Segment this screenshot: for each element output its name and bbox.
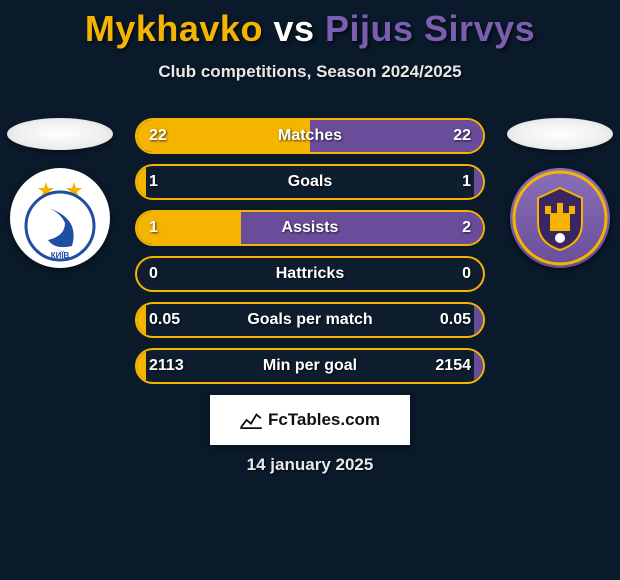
stats-table: 22 Matches 22 1 Goals 1 1 Assists 2 0 Ha… [135,118,485,394]
player2-name: Pijus Sirvys [325,8,535,49]
stat-row: 1 Goals 1 [135,164,485,200]
stat-label: Hattricks [137,258,483,290]
stat-row: 0 Hattricks 0 [135,256,485,292]
stat-label: Goals [137,166,483,198]
comparison-title: Mykhavko vs Pijus Sirvys [0,0,620,50]
svg-text:КИЇВ: КИЇВ [51,251,70,260]
stat-value-right: 2154 [435,350,471,382]
player2-club-badge [510,168,610,268]
stat-label: Goals per match [137,304,483,336]
stat-value-right: 0 [462,258,471,290]
snapshot-date: 14 january 2025 [0,455,620,475]
stat-row: 1 Assists 2 [135,210,485,246]
stat-value-right: 22 [453,120,471,152]
subtitle: Club competitions, Season 2024/2025 [0,62,620,82]
left-player-column: КИЇВ [0,118,120,268]
stat-value-right: 2 [462,212,471,244]
vs-text: vs [273,8,314,49]
player2-avatar-placeholder [507,118,613,150]
stat-label: Assists [137,212,483,244]
watermark-text: FcTables.com [268,410,380,430]
stat-row: 2113 Min per goal 2154 [135,348,485,384]
player1-avatar-placeholder [7,118,113,150]
chart-icon [240,411,262,429]
stat-label: Matches [137,120,483,152]
stat-label: Min per goal [137,350,483,382]
stat-row: 22 Matches 22 [135,118,485,154]
stat-row: 0.05 Goals per match 0.05 [135,302,485,338]
watermark: FcTables.com [210,395,410,445]
stat-value-right: 0.05 [440,304,471,336]
right-player-column [500,118,620,268]
stat-value-right: 1 [462,166,471,198]
player1-name: Mykhavko [85,8,263,49]
player1-club-badge: КИЇВ [10,168,110,268]
